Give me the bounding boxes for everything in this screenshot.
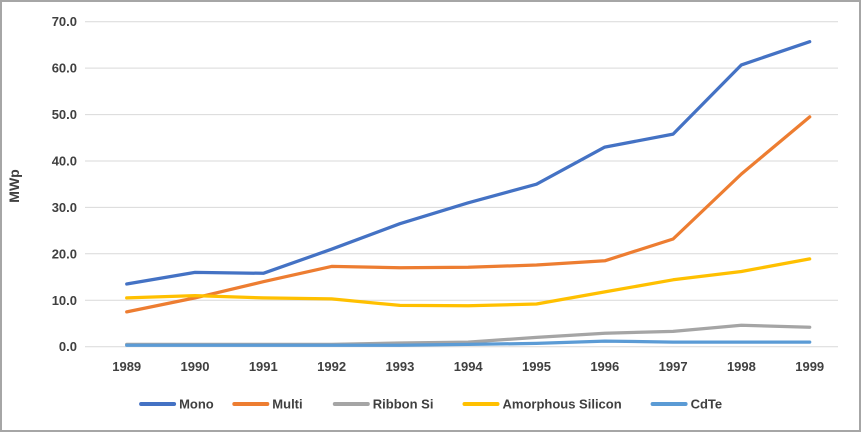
legend-label: Mono <box>179 397 214 412</box>
series-line-amorphous-silicon <box>125 257 812 308</box>
series-line-cdte <box>125 339 812 347</box>
y-axis-title: MWp <box>6 169 22 202</box>
series-group <box>125 40 812 347</box>
x-axis-tick-label: 1994 <box>454 359 484 374</box>
x-axis-tick-label: 1990 <box>181 359 210 374</box>
x-axis-tick-label: 1993 <box>385 359 414 374</box>
y-axis-tick-label: 20.0 <box>52 246 77 261</box>
legend-item-cdte: CdTe <box>650 397 723 412</box>
x-axis-tick-labels: 1989 1990 1991 1992 1993 1994 1995 1996 1997 1998… <box>112 359 824 374</box>
x-axis-tick-label: 1998 <box>727 359 756 374</box>
x-axis-tick-label: 1992 <box>317 359 346 374</box>
x-axis-tick-label: 1997 <box>659 359 688 374</box>
x-axis-tick-label: 1996 <box>590 359 619 374</box>
legend-item-mono: Mono <box>139 397 214 412</box>
x-axis-tick-label: 1991 <box>249 359 278 374</box>
series-line-mono <box>125 40 812 286</box>
series-line-multi <box>125 115 812 314</box>
legend-item-multi: Multi <box>232 397 303 412</box>
legend-label: Multi <box>272 397 302 412</box>
y-axis-tick-label: 70.0 <box>52 14 77 29</box>
legend-label: Amorphous Silicon <box>503 397 622 412</box>
y-axis-tick-label: 60.0 <box>52 61 77 76</box>
y-axis-tick-label: 30.0 <box>52 200 77 215</box>
legend-item-amorphous-silicon: Amorphous Silicon <box>462 397 622 412</box>
legend-item-ribbon-si: Ribbon Si <box>332 397 434 412</box>
legend-label: CdTe <box>691 397 723 412</box>
y-axis-tick-label: 10.0 <box>52 293 77 308</box>
legend-label: Ribbon Si <box>373 397 434 412</box>
y-axis-tick-label: 0.0 <box>59 339 77 354</box>
legend: Mono Multi Ribbon Si Amorphous Silicon CdTe <box>139 397 723 412</box>
x-axis-tick-label: 1995 <box>522 359 551 374</box>
x-axis-tick-label: 1989 <box>112 359 141 374</box>
x-axis-tick-label: 1999 <box>795 359 824 374</box>
y-axis-tick-label: 40.0 <box>52 154 77 169</box>
y-axis-tick-label: 50.0 <box>52 107 77 122</box>
y-axis-tick-labels: 0.0 10.0 20.0 30.0 40.0 50.0 60.0 70.0 <box>52 14 77 354</box>
gridlines-group <box>85 21 838 348</box>
